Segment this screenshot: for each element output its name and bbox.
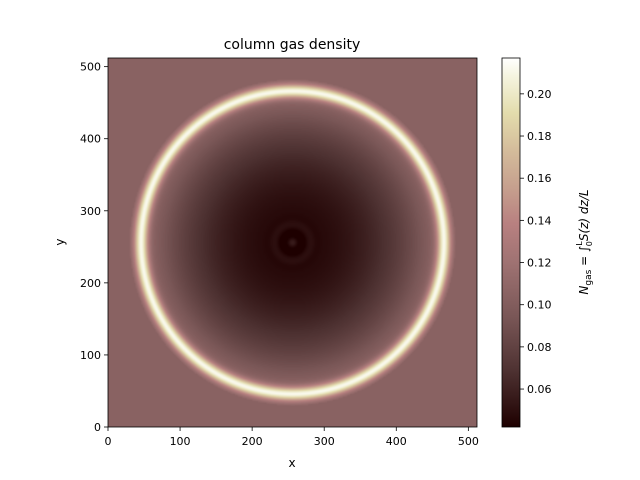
x-tick-label: 200 [242,435,263,448]
plot-frame [107,57,478,428]
y-tick-label: 400 [80,133,101,146]
x-axis-label: x [288,456,295,470]
colorbar-tick-label: 0.10 [527,299,552,312]
y-tick-label: 0 [94,421,101,434]
colorbar-tick-label: 0.14 [527,214,552,227]
x-axis: 0 100 200 300 400 500 [105,427,479,448]
y-tick-label: 300 [80,205,101,218]
y-axis-label: y [53,238,67,245]
colorbar-tick-label: 0.16 [527,172,552,185]
colorbar-label: Ngas = ∫L0S(z) dz/L [575,189,594,294]
y-tick-label: 500 [80,61,101,74]
colorbar-frame [501,57,521,428]
colorbar-tick-label: 0.18 [527,130,552,143]
colorbar-tick-label: 0.20 [527,88,552,101]
colorbar-tick-label: 0.08 [527,341,552,354]
heatmap-image [108,58,477,427]
plot-area [107,57,478,428]
x-tick-label: 100 [170,435,191,448]
y-tick-label: 100 [80,349,101,362]
y-axis: 0 100 200 300 400 500 [80,61,108,434]
x-tick-label: 300 [314,435,335,448]
x-tick-label: 400 [386,435,407,448]
colorbar-tick-label: 0.12 [527,257,552,270]
x-tick-label: 0 [105,435,112,448]
colorbar: 0.06 0.08 0.10 0.12 0.14 0.16 0.18 0.20 Ngas = … [501,57,594,428]
chart-title: column gas density [224,37,361,53]
colorbar-gradient [502,58,520,427]
x-tick-label: 500 [458,435,479,448]
colorbar-tick-label: 0.06 [527,383,552,396]
colorbar-ticks: 0.06 0.08 0.10 0.12 0.14 0.16 0.18 0.20 [520,88,552,396]
y-tick-label: 200 [80,277,101,290]
